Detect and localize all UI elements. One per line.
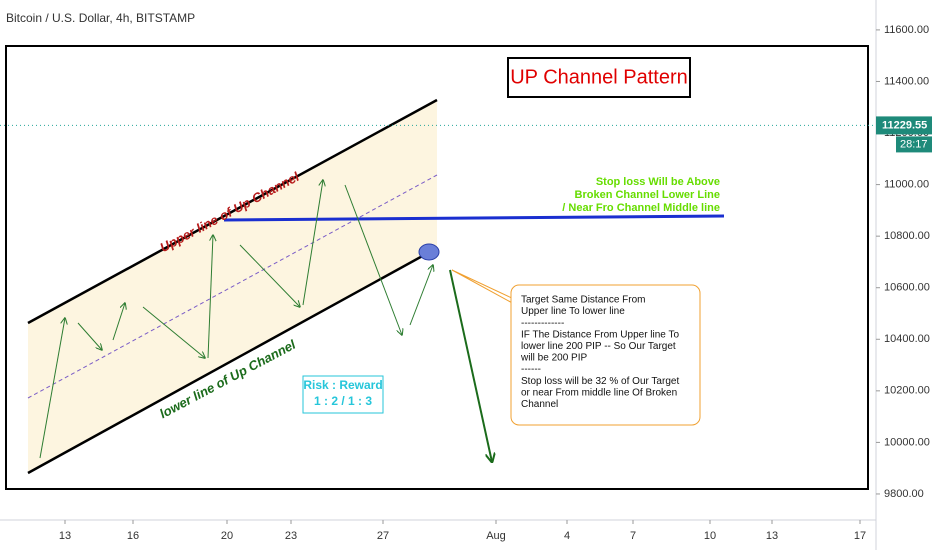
target-note: will be 200 PIP [520, 353, 587, 364]
y-tick-label: 11600.00 [884, 24, 929, 36]
y-tick-label: 9800.00 [884, 488, 924, 500]
stop-line [223, 214, 725, 222]
x-tick-label: 13 [766, 530, 778, 542]
target-note: or near From middle line Of Broken [521, 387, 677, 398]
risk-reward: Risk : Reward [303, 378, 382, 392]
chart-title: Bitcoin / U.S. Dollar, 4h, BITSTAMP [6, 11, 195, 25]
x-tick-label: 13 [59, 530, 71, 542]
x-tick-label: 16 [127, 530, 139, 542]
target-note: IF The Distance From Upper line To [521, 329, 679, 340]
stop-loss-note: Stop loss Will be Above [596, 176, 720, 188]
x-tick-label: 10 [704, 530, 716, 542]
x-tick-label: 17 [854, 530, 866, 542]
pattern-title: UP Channel Pattern [510, 66, 688, 88]
y-tick-label: 10800.00 [884, 230, 930, 242]
x-tick-label: 20 [221, 530, 233, 542]
title-box [507, 57, 691, 98]
y-tick-label: 11000.00 [884, 178, 929, 190]
lower-line [27, 246, 438, 475]
target-note: Upper line To lower line [521, 306, 625, 317]
y-tick-label: 10600.00 [884, 282, 930, 294]
x-tick-label: Aug [486, 530, 506, 542]
target-note: Stop loss will be 32 % of Our Target [521, 376, 679, 387]
y-tick-label: 10200.00 [884, 385, 930, 397]
target-note: ------ [521, 364, 541, 375]
stop-loss-note: / Near Fro Channel Middle line [562, 202, 720, 214]
target-note: Channel [521, 399, 558, 410]
target-note: Target Same Distance From [521, 295, 646, 306]
countdown-badge [896, 136, 932, 153]
zigzag-arrows [39, 180, 433, 459]
y-tick-label: 10400.00 [884, 333, 930, 345]
x-tick-label: 23 [285, 530, 297, 542]
y-tick-label: 10000.00 [884, 436, 930, 448]
stop-loss-note: Broken Channel Lower Line [575, 189, 720, 201]
middle-line [27, 174, 438, 399]
x-tick-label: 7 [630, 530, 636, 542]
risk-box [302, 375, 384, 414]
target-note: lower line 200 PIP -- So Our Target [521, 341, 676, 352]
risk-reward: 1 : 2 / 1 : 3 [314, 394, 372, 408]
target-note: ------------- [521, 318, 564, 329]
y-tick-label: 11400.00 [884, 75, 929, 87]
x-tick-label: 4 [564, 530, 570, 542]
x-tick-label: 27 [377, 530, 389, 542]
price-badge [876, 116, 932, 135]
breakout-point [418, 243, 440, 261]
target-box [510, 284, 701, 426]
upper-line [27, 98, 438, 325]
target-arrow [449, 269, 492, 462]
price-label: 11229.55 [882, 119, 927, 131]
countdown: 28:17 [900, 138, 928, 150]
frame [5, 45, 869, 490]
